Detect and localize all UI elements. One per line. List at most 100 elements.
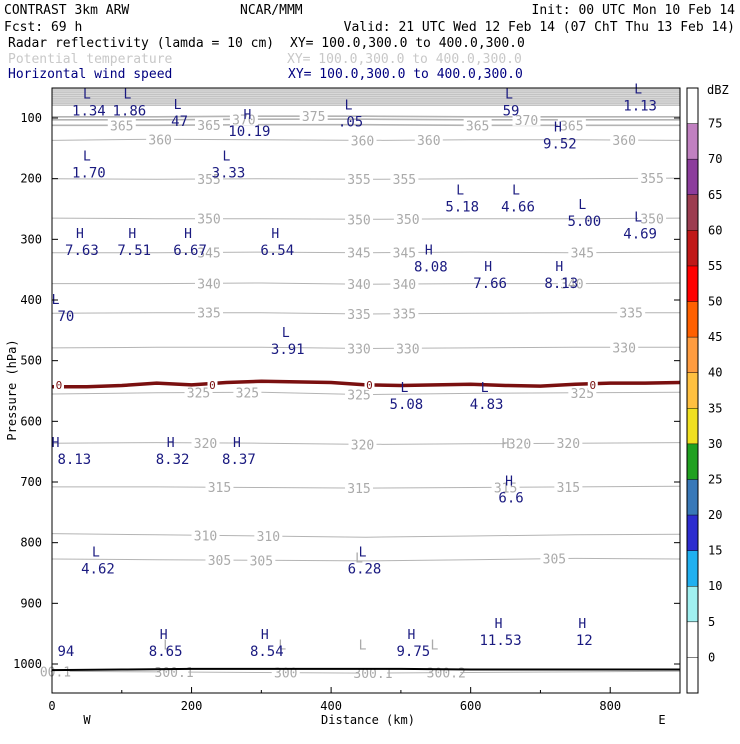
theta-label-bg — [195, 211, 223, 225]
wind-extremum-type: L — [83, 88, 91, 103]
wind-extremum-type: H — [484, 260, 492, 275]
theta-label-bg — [463, 118, 492, 132]
zero-dbz-label: 0 — [56, 379, 63, 392]
header: CONTRAST 3km ARW NCAR/MMM Init: 00 UTC M… — [4, 3, 735, 35]
theta-label-bg — [540, 551, 569, 565]
wind-speed-value: 8.37 — [222, 452, 256, 468]
theta-contour-label: 340 — [393, 278, 416, 293]
theta-contour-label: 350 — [347, 213, 370, 228]
theta-contour-310 — [51, 533, 681, 538]
theta-contour-label: 305 — [208, 554, 231, 569]
theta-contour-label: 365 — [197, 119, 220, 134]
zero-dbz-label: 0 — [209, 379, 216, 392]
theta-contour-label: 355 — [197, 173, 220, 188]
theta-contour-label: 320 — [194, 437, 217, 452]
theta-contour-label: 350 — [396, 213, 419, 228]
theta-label-bg — [638, 211, 667, 225]
surface-ground-line — [51, 667, 680, 672]
theta-extremum-marker: L — [163, 638, 171, 653]
theta-label-bg — [638, 171, 667, 185]
theta-contour-label: 325 — [347, 388, 370, 403]
wind-speed-value: 47 — [171, 114, 188, 130]
header-org: NCAR/MMM — [240, 3, 303, 18]
theta-contour-label: 305 — [250, 554, 273, 569]
theta-label-bg — [512, 112, 541, 126]
wind-speed-value: 8.08 — [414, 260, 448, 276]
wind-extremum-type: L — [481, 381, 489, 396]
theta-contour-label: 300.2 — [427, 667, 466, 682]
theta-contour-label: 315 — [494, 481, 517, 496]
y-tick-label: 400 — [20, 293, 42, 307]
theta-contour-label: 365 — [466, 119, 489, 134]
zero-dbz-contour: 0 0 0 0 — [52, 378, 681, 392]
y-tick-label: 300 — [20, 232, 42, 246]
wind-speed-value: 59 — [503, 104, 520, 120]
x-axis-east-label: E — [658, 713, 665, 727]
wind-extremum-type: L — [52, 293, 60, 308]
theta-contour-label: 320 — [351, 438, 374, 453]
theta-extrema-markers: L L L LLH — [163, 437, 509, 653]
y-tick-label: 900 — [20, 596, 42, 610]
zero-dbz-label: 0 — [589, 379, 596, 392]
theta-contour-label: 345 — [571, 247, 594, 262]
theta-contour-label: 350 — [197, 213, 220, 228]
field-list: Radar reflectivity (lamda = 10 cm) XY= 1… — [8, 36, 525, 82]
wind-extremum-type: L — [512, 183, 520, 198]
wind-extremum-type: H — [261, 628, 269, 643]
theta-contour-label: 310 — [257, 530, 280, 545]
wind-speed-value: 9.75 — [396, 644, 430, 660]
wind-speed-value: .05 — [338, 115, 363, 131]
wind-extremum-type: L — [174, 98, 182, 113]
field-theta-xy: XY= 100.0,300.0 to 400.0,300.0 — [287, 52, 522, 67]
theta-label-bg — [557, 276, 586, 290]
wind-speed-value: 6.28 — [348, 562, 382, 578]
theta-label-bg — [390, 245, 419, 259]
y-tick-label: 800 — [20, 536, 42, 550]
wind-extremum-type: H — [495, 617, 503, 632]
wind-extremum-type: L — [123, 88, 131, 103]
theta-label-bg — [299, 109, 328, 123]
wind-speed-value: 8.32 — [156, 452, 190, 468]
theta-label-bg — [345, 245, 374, 259]
theta-contour-label: 335 — [619, 307, 642, 322]
colorbar-level-label: 75 — [708, 117, 722, 131]
wind-speed-value: 6.67 — [173, 243, 207, 259]
theta-contour-label: 345 — [393, 246, 416, 261]
theta-label-bg — [195, 117, 223, 131]
theta-label-bg — [205, 553, 234, 567]
zero-dbz-label: 0 — [366, 379, 373, 392]
theta-contour-label: 320 — [557, 437, 580, 452]
wind-speed-value: 8.13 — [544, 276, 578, 292]
colorbar-segment — [687, 479, 698, 516]
theta-contour-label: 350 — [640, 212, 663, 227]
colorbar-segment — [687, 123, 698, 160]
wind-speed-value: 7.66 — [473, 276, 507, 292]
theta-extremum-marker: L — [359, 638, 367, 653]
colorbar-level-label: 30 — [708, 437, 722, 451]
theta-label-bg — [554, 479, 583, 493]
wind-speed-value: 4.66 — [501, 199, 535, 215]
theta-contour-label: 340 — [347, 278, 370, 293]
wind-speed-value: 4.83 — [470, 397, 504, 413]
wind-extremum-type: H — [578, 617, 586, 632]
wind-extremum-type: L — [83, 149, 91, 164]
theta-contour-label: 325 — [236, 386, 259, 401]
theta-label-bg — [191, 435, 220, 449]
theta-label-bg — [610, 340, 639, 354]
wind-speed-value: 7.51 — [117, 243, 151, 259]
field-wind-name: Horizontal wind speed — [8, 67, 172, 82]
wind-speed-value: 5.00 — [567, 214, 601, 230]
theta-extremum-marker: L — [355, 552, 363, 567]
wind-speed-value: 1.34 — [72, 104, 106, 120]
y-tick-label: 500 — [20, 354, 42, 368]
theta-contour-label: 300 — [274, 667, 297, 682]
wind-extremum-type: L — [92, 546, 100, 561]
zero-label-bg — [53, 378, 64, 390]
colorbar-segment — [687, 159, 698, 195]
theta-label-bg — [345, 277, 374, 291]
wind-speed-value: 1.13 — [623, 99, 657, 115]
wind-speed-value: 4.69 — [623, 227, 657, 243]
wind-extremum-type: H — [554, 120, 562, 135]
x-tick-label: 0 — [48, 699, 55, 713]
